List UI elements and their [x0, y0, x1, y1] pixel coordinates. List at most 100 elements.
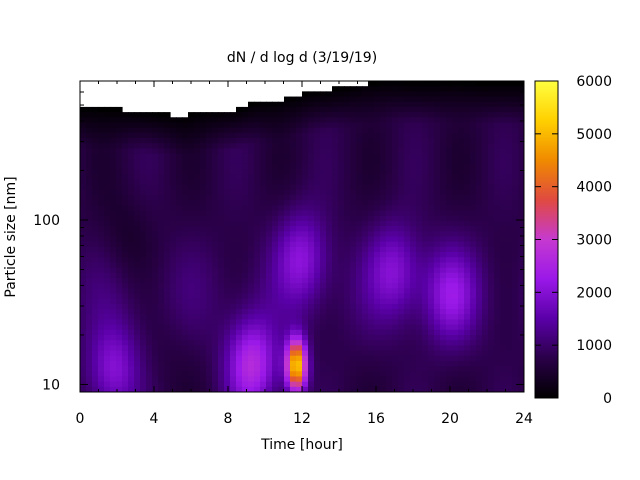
heatmap-cell [314, 272, 321, 279]
heatmap-cell [320, 366, 327, 372]
heatmap-cell [338, 236, 345, 243]
heatmap-cell [398, 153, 405, 160]
heatmap-cell [104, 283, 111, 289]
heatmap-cell [488, 350, 495, 357]
heatmap-cell [272, 283, 279, 289]
heatmap-cell [398, 106, 405, 113]
heatmap-cell [500, 179, 507, 186]
heatmap-cell [188, 231, 195, 238]
heatmap-cell [248, 231, 255, 238]
heatmap-cell [380, 195, 387, 201]
heatmap-cell [398, 200, 405, 206]
heatmap-cell [176, 350, 183, 357]
heatmap-cell [362, 283, 369, 289]
heatmap-cell [164, 226, 171, 232]
heatmap-cell [452, 91, 459, 98]
heatmap-cell [236, 231, 243, 238]
heatmap-cell [404, 163, 411, 170]
heatmap-cell [326, 366, 333, 372]
heatmap-cell [98, 231, 105, 238]
heatmap-cell [236, 319, 243, 326]
heatmap-cell [296, 252, 303, 258]
heatmap-cell [422, 138, 429, 144]
heatmap-cell [518, 252, 524, 258]
heatmap-cell [446, 319, 453, 326]
heatmap-cell [410, 205, 417, 212]
heatmap-cell [482, 86, 489, 92]
heatmap-cell [404, 220, 411, 227]
heatmap-cell [182, 355, 189, 362]
heatmap-cell [188, 184, 195, 191]
heatmap-cell [122, 184, 129, 191]
heatmap-cell [464, 106, 471, 113]
heatmap-cell [500, 267, 507, 274]
heatmap-cell [518, 360, 524, 367]
heatmap-cell [506, 122, 513, 129]
heatmap-cell [188, 210, 195, 217]
heatmap-cell [494, 257, 501, 264]
heatmap-cell [200, 148, 207, 155]
heatmap-cell [188, 262, 195, 269]
heatmap-cell [212, 371, 219, 378]
heatmap-cell [230, 303, 237, 310]
heatmap-cell [434, 127, 441, 134]
heatmap-cell [344, 148, 351, 155]
heatmap-cell [248, 215, 255, 222]
heatmap-cell [140, 293, 147, 300]
heatmap-cell [266, 262, 273, 269]
heatmap-cell [470, 371, 477, 378]
heatmap-cell [302, 143, 309, 149]
heatmap-cell [146, 329, 153, 336]
heatmap-cell [80, 231, 87, 238]
heatmap-cell [242, 148, 249, 155]
heatmap-cell [488, 143, 495, 149]
heatmap-cell [398, 345, 405, 352]
heatmap-cell [98, 153, 105, 160]
heatmap-cell [134, 205, 141, 212]
heatmap-cell [248, 272, 255, 279]
heatmap-cell [224, 184, 231, 191]
heatmap-cell [284, 241, 291, 248]
heatmap-cell [122, 215, 129, 222]
heatmap-cell [92, 184, 99, 191]
heatmap-cell [320, 334, 327, 341]
heatmap-cell [290, 257, 297, 264]
heatmap-cell [398, 350, 405, 357]
heatmap-cell [98, 314, 105, 321]
heatmap-cell [392, 241, 399, 248]
heatmap-cell [236, 345, 243, 352]
heatmap-cell [464, 376, 471, 383]
heatmap-cell [122, 210, 129, 217]
heatmap-cell [446, 360, 453, 367]
heatmap-cell [398, 158, 405, 165]
heatmap-cell [416, 293, 423, 300]
heatmap-cell [464, 324, 471, 331]
heatmap-cell [386, 324, 393, 331]
heatmap-cell [128, 179, 135, 186]
heatmap-cell [386, 200, 393, 206]
heatmap-cell [374, 174, 381, 181]
heatmap-cell [452, 381, 459, 388]
heatmap-cell [338, 355, 345, 362]
heatmap-cell [434, 277, 441, 284]
heatmap-cell [386, 91, 393, 98]
heatmap-cell [344, 106, 351, 113]
heatmap-cell [242, 257, 249, 264]
heatmap-cell [176, 303, 183, 310]
heatmap-cell [122, 200, 129, 206]
heatmap-cell [434, 324, 441, 331]
heatmap-cell [476, 257, 483, 264]
heatmap-cell [470, 184, 477, 191]
heatmap-cell [302, 231, 309, 238]
heatmap-cell [398, 340, 405, 346]
heatmap-cell [332, 283, 339, 289]
heatmap-cell [458, 189, 465, 196]
heatmap-cell [356, 360, 363, 367]
heatmap-cell [188, 257, 195, 264]
heatmap-cell [308, 329, 315, 336]
heatmap-cell [266, 329, 273, 336]
heatmap-cell [482, 200, 489, 206]
heatmap-cell [176, 215, 183, 222]
heatmap-cell [476, 277, 483, 284]
heatmap-cell [92, 314, 99, 321]
